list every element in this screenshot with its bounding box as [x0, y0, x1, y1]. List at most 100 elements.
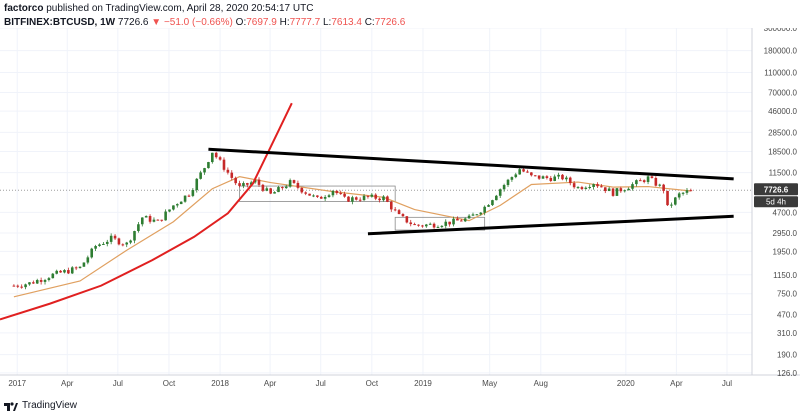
candle-body [366, 195, 370, 197]
candle-body [269, 188, 272, 194]
price-tag: 7726.6 5d 4h [754, 183, 798, 208]
candle-body [179, 201, 183, 205]
y-tick-label: 470.0 [777, 310, 798, 319]
candle-body [600, 186, 603, 188]
candle-body [296, 182, 300, 188]
candle-body [510, 177, 514, 180]
parabolic-curve [0, 102, 293, 321]
candle-body [440, 225, 444, 227]
x-tick-label: Apr [264, 379, 277, 388]
candle-body [351, 197, 354, 202]
candle-body [689, 190, 693, 192]
candles [12, 151, 693, 290]
candle-body [491, 200, 494, 206]
y-tick-label: 28500.0 [768, 128, 797, 137]
candle-body [607, 188, 611, 192]
candle-body [502, 185, 506, 190]
candle-body [323, 196, 327, 199]
x-tick-label: Jul [722, 379, 732, 388]
close-value: 7726.6 [374, 17, 406, 28]
candle-body [183, 195, 187, 202]
candle-body [386, 196, 389, 202]
candle-body [343, 193, 346, 197]
candle-body [576, 187, 580, 189]
trendlines [0, 102, 734, 321]
candle-body [413, 224, 416, 226]
published-text: published on TradingView.com, April 28, … [46, 3, 314, 14]
close-label: C: [364, 17, 375, 28]
candle-body [498, 189, 502, 196]
candle-body [635, 180, 638, 185]
candle-body [428, 223, 432, 225]
candle-body [238, 183, 241, 186]
candle-body [16, 285, 20, 287]
candle-body [308, 193, 311, 196]
candle-body [300, 187, 304, 193]
x-tick-label: 2020 [617, 379, 635, 388]
low-label: L: [322, 17, 332, 28]
candle-body [533, 175, 537, 177]
candle-body [553, 176, 556, 181]
candle-body [249, 182, 253, 185]
candle-body [319, 196, 323, 199]
candle-body [273, 192, 276, 194]
footer: TradingView [4, 400, 77, 411]
candle-body [557, 174, 560, 177]
candle-body [452, 218, 455, 225]
countdown-value: 5d 4h [766, 197, 786, 206]
candle-body [436, 226, 440, 228]
candle-body [316, 195, 319, 197]
candle-body [619, 188, 623, 192]
candle-body [514, 174, 518, 178]
upper-trendline [208, 147, 734, 181]
candle-body [537, 175, 541, 179]
author[interactable]: factorco [4, 3, 44, 14]
last-price: 7726.6 [117, 17, 149, 28]
candle-body [304, 192, 307, 194]
publish-line: factorco published on TradingView.com, A… [4, 2, 405, 16]
x-tick-label: Apr [61, 379, 74, 388]
candle-body [467, 215, 471, 219]
chart-area[interactable]: 126.0 190.0 310.0 470.0 750.0 1150.0 1950.0 295… [0, 24, 800, 408]
candle-body [463, 218, 467, 222]
y-tick-label: 46000.0 [768, 107, 797, 116]
candle-body [654, 177, 658, 186]
brand-name[interactable]: TradingView [22, 400, 78, 411]
candle-body [82, 262, 86, 267]
candle-body [144, 216, 148, 218]
candle-body [32, 282, 35, 284]
candle-body [86, 257, 90, 263]
y-tick-label: 310.0 [777, 329, 798, 338]
candle-body [681, 192, 685, 194]
candle-body [677, 193, 681, 198]
candle-body [284, 186, 288, 189]
candle-body [234, 177, 237, 184]
candle-body [105, 241, 109, 244]
candle-body [199, 172, 202, 179]
symbol-label[interactable]: BITFINEX:BTCUSD, 1W [4, 17, 116, 28]
candle-body [98, 244, 101, 247]
candle-body [646, 176, 650, 182]
candle-body [55, 270, 58, 274]
axes: 126.0 190.0 310.0 470.0 750.0 1150.0 1950.0 295… [0, 24, 800, 408]
candle-body [70, 267, 74, 274]
candle-body [176, 204, 179, 206]
candle-body [214, 152, 218, 158]
candle-body [673, 197, 677, 205]
high-label: H: [279, 17, 290, 28]
candle-body [35, 280, 39, 284]
candle-body [584, 187, 588, 189]
candle-body [156, 219, 160, 221]
price-chart[interactable]: 126.0 190.0 310.0 470.0 750.0 1150.0 1950.0 295… [0, 24, 800, 408]
candle-body [421, 225, 424, 227]
candle-body [580, 187, 584, 189]
low-value: 7613.4 [331, 17, 362, 28]
x-tick-label: Jul [113, 379, 123, 388]
candle-body [541, 176, 545, 179]
candle-body [327, 195, 331, 197]
candle-body [24, 284, 27, 288]
y-tick-label: 4700.0 [773, 208, 798, 217]
y-tick-label: 110000.0 [764, 68, 797, 77]
candle-body [479, 212, 483, 215]
candle-body [448, 221, 451, 225]
